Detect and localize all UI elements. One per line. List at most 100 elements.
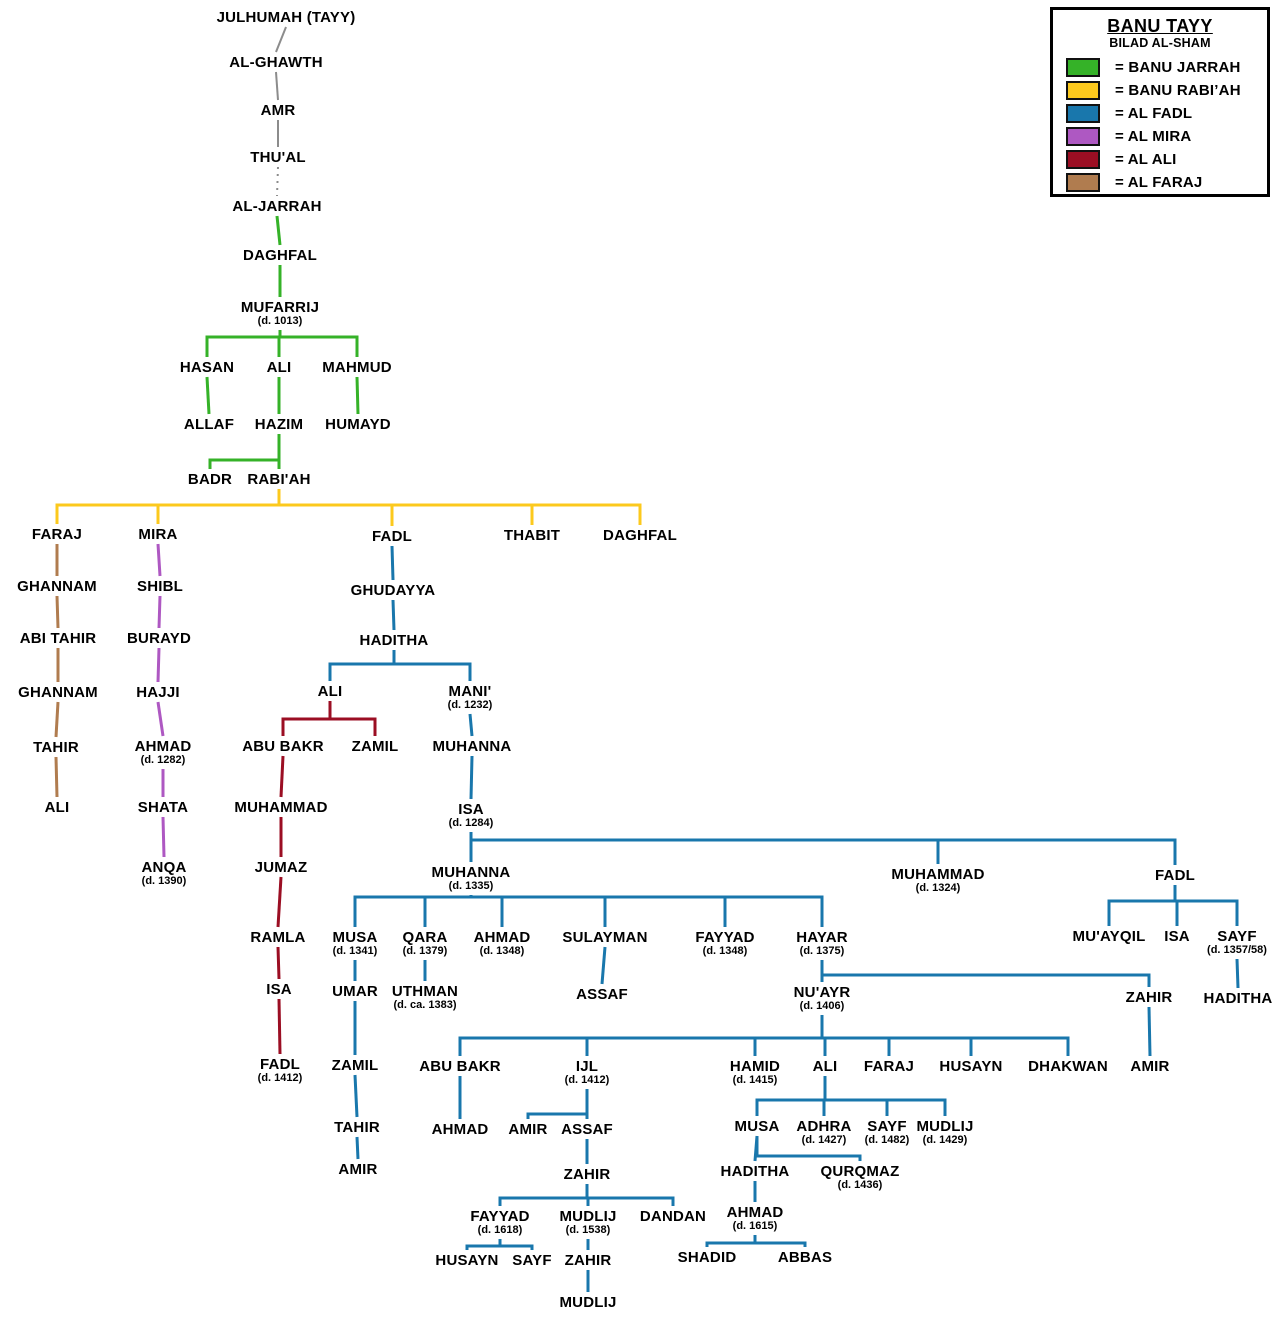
person-humayd: HUMAYD <box>325 416 391 434</box>
person-name: ALLAF <box>183 416 235 433</box>
person-name: RABI'AH <box>247 471 311 488</box>
death-date: (d. ca. 1383) <box>393 999 457 1011</box>
person-hamid: HAMID (d. 1415) <box>730 1058 780 1086</box>
person-shata: SHATA <box>138 799 188 817</box>
legend-label: = AL FADL <box>1115 105 1193 122</box>
death-date: (d. 1348) <box>702 945 748 957</box>
person-name: AHMAD <box>726 1204 784 1221</box>
connector-zahirr-amirr <box>1147 1006 1152 1057</box>
legend-swatch <box>1066 58 1100 77</box>
person-name: HAJJI <box>136 684 180 701</box>
person-hajji: HAJJI <box>136 684 180 702</box>
person-name: NU'AYR <box>793 984 851 1001</box>
person-name: DAGHFAL <box>603 527 677 544</box>
person-name: GHUDAYYA <box>350 582 436 599</box>
connector-sulayman-assaf1 <box>600 946 607 985</box>
person-allaf: ALLAF <box>184 416 234 434</box>
connector-shata-anqa <box>161 816 166 858</box>
death-date: (d. 1348) <box>479 945 525 957</box>
legend-item: = BANU RABI’AH <box>1053 79 1267 102</box>
person-ghannam1: GHANNAM <box>17 578 97 596</box>
connector-haditha1-mani <box>392 650 472 681</box>
legend-swatch <box>1066 173 1100 192</box>
connector-tahir1-alifaraj <box>54 756 59 798</box>
person-muayqil: MU'AYQIL <box>1073 928 1146 946</box>
connector-muhanna1-isa1284 <box>469 755 474 800</box>
death-date: (d. 1482) <box>864 1134 910 1146</box>
person-rabiah: RABI'AH <box>247 471 310 489</box>
person-name: GHANNAM <box>17 578 97 595</box>
legend-item: = AL ALI <box>1053 148 1267 171</box>
person-ali1: ALI <box>267 359 292 377</box>
legend-item: = BANU JARRAH <box>1053 56 1267 79</box>
connector-aljarrah-daghfal1 <box>275 215 282 246</box>
person-name: HAYAR <box>796 929 848 946</box>
connector-ramla-isar <box>276 946 281 980</box>
person-sayf1482: SAYF (d. 1482) <box>865 1118 910 1146</box>
connector-rabiah-daghfal2 <box>277 489 642 525</box>
person-faraj1: FARAJ <box>32 526 82 544</box>
person-name: DHAKWAN <box>1028 1058 1108 1075</box>
legend-swatch <box>1066 81 1100 100</box>
death-date: (d. 1406) <box>799 1000 845 1012</box>
person-name: AHMAD <box>134 738 192 755</box>
connector-jumaz-ramla <box>276 876 283 928</box>
person-name: FADL <box>372 528 412 545</box>
person-amirr: AMIR <box>1130 1058 1169 1076</box>
legend-item: = AL FARAJ <box>1053 171 1267 194</box>
person-name: UTHMAN <box>391 983 459 1000</box>
person-name: MUSA <box>734 1118 780 1135</box>
person-name: JULHUMAH (TAYY) <box>216 9 356 26</box>
person-hadithar: HADITHA <box>1204 990 1273 1008</box>
person-shadid: SHADID <box>678 1249 737 1267</box>
person-name: MUDLIJ <box>916 1118 974 1135</box>
connector-mira-shibl <box>156 543 162 577</box>
person-name: ABU BAKR <box>419 1058 501 1075</box>
person-name: HAMID <box>729 1058 781 1075</box>
person-muhammad1324: MUHAMMAD (d. 1324) <box>891 866 984 894</box>
person-name: ANQA <box>141 859 187 876</box>
person-name: QARA <box>402 929 448 946</box>
person-name: ABBAS <box>777 1249 833 1266</box>
person-haditha1: HADITHA <box>360 632 429 650</box>
connector-alghawth-amr <box>275 71 279 101</box>
person-name: AHMAD <box>473 929 531 946</box>
person-name: MUHAMMAD <box>234 799 328 816</box>
person-anqa: ANQA (d. 1390) <box>142 859 187 887</box>
connector-tahir2-amirt <box>355 1136 360 1160</box>
person-muhanna1335: MUHANNA (d. 1335) <box>432 864 511 892</box>
person-name: ISA <box>266 981 292 998</box>
death-date: (d. 1013) <box>257 315 303 327</box>
person-ali2: ALI <box>318 683 343 701</box>
person-name: AMIR <box>508 1121 548 1138</box>
person-name: HUSAYN <box>435 1252 499 1269</box>
person-sayf1357: SAYF (d. 1357/58) <box>1207 928 1267 956</box>
person-zamil1: ZAMIL <box>352 738 399 756</box>
person-name: SAYF <box>867 1118 907 1135</box>
legend: BANU TAYY BILAD AL-SHAM = BANU JARRAH = B… <box>1050 7 1270 197</box>
connector-isar-fadlr <box>277 998 282 1055</box>
person-name: FAYYAD <box>695 929 755 946</box>
death-date: (d. 1415) <box>732 1074 778 1086</box>
person-hasan: HASAN <box>180 359 234 377</box>
death-date: (d. 1284) <box>448 817 494 829</box>
person-abbas: ABBAS <box>778 1249 832 1267</box>
connector-mani-muhanna1 <box>468 713 474 737</box>
person-name: TAHIR <box>33 739 79 756</box>
person-thabit: THABIT <box>504 527 560 545</box>
person-qara: QARA (d. 1379) <box>403 929 448 957</box>
connector-sayf1357-hadithar <box>1235 958 1240 989</box>
connector-fayyad1618-sayff <box>498 1239 534 1250</box>
death-date: (d. 1538) <box>565 1224 611 1236</box>
person-name: ALI <box>266 359 292 376</box>
person-fayyad1348: FAYYAD (d. 1348) <box>695 929 754 957</box>
person-name: SAYF <box>512 1252 552 1269</box>
person-mudlijl: MUDLIJ <box>559 1294 616 1312</box>
person-dhakwan: DHAKWAN <box>1028 1058 1108 1076</box>
person-julhumah: JULHUMAH (TAYY) <box>217 9 356 27</box>
person-mudlij1429: MUDLIJ (d. 1429) <box>916 1118 973 1146</box>
person-ali3: ALI <box>813 1058 838 1076</box>
person-alghawth: AL-GHAWTH <box>229 54 322 72</box>
death-date: (d. 1282) <box>140 754 186 766</box>
